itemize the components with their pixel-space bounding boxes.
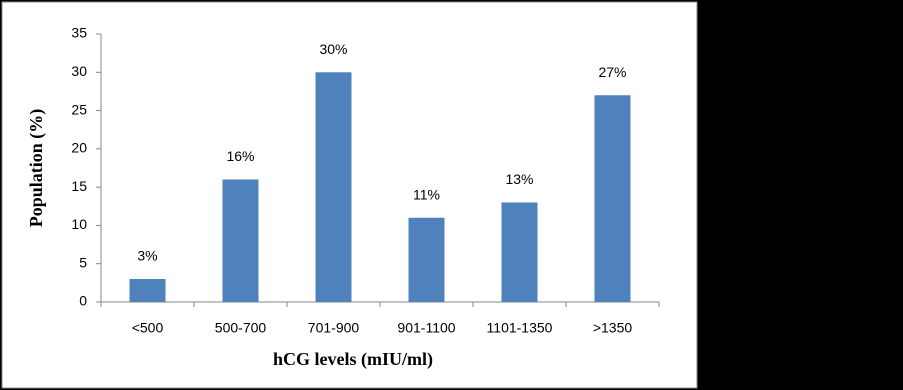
y-tick-label: 20 [71,140,87,156]
y-tick-label: 5 [79,254,87,270]
x-axis-label: hCG levels (mIU/ml) [273,349,433,370]
value-label: 13% [505,171,533,187]
y-tick-label: 35 [71,25,87,41]
value-label: 16% [226,148,254,164]
value-label: 3% [137,248,157,264]
value-label: 11% [413,186,440,202]
bar [129,279,166,302]
value-label: 27% [598,64,626,80]
y-axis-label: Population (%) [26,109,47,228]
x-tick-label: 701-900 [308,320,360,336]
y-tick-label: 15 [71,178,87,194]
x-tick-label: 901-1100 [397,320,455,336]
y-tick-label: 25 [71,101,87,117]
bar [594,95,631,302]
x-tick-label: >1350 [593,320,633,336]
x-tick-label: 500-700 [215,320,267,336]
x-tick-label: <500 [132,320,164,336]
y-tick-label: 0 [79,293,87,309]
y-tick-label: 10 [71,216,87,232]
x-tick-label: 1101-1350 [487,320,553,336]
bar [222,179,259,302]
value-label: 30% [319,41,347,57]
bar [315,72,352,303]
bar [408,217,445,302]
y-tick-label: 30 [71,63,87,79]
bar [501,202,538,302]
